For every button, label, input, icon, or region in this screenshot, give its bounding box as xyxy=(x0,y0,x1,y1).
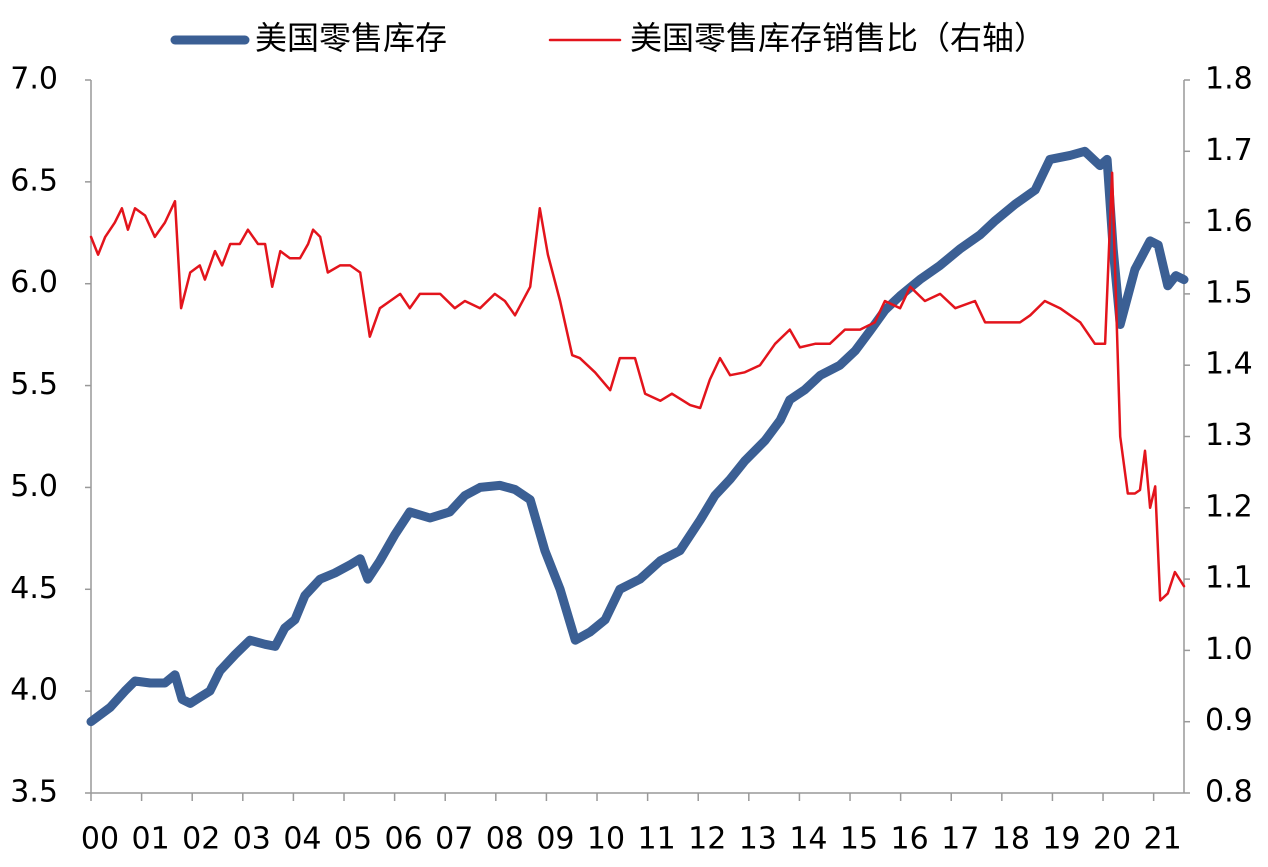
x-tick-label: 21 xyxy=(1144,822,1182,857)
y2-tick-label: 1.1 xyxy=(1205,561,1253,596)
y2-tick-label: 1.7 xyxy=(1205,133,1253,168)
y2-tick-label: 1.4 xyxy=(1205,347,1253,382)
x-tick-label: 18 xyxy=(992,822,1030,857)
y2-tick-label: 1.3 xyxy=(1205,418,1253,453)
y2-tick-label: 1.0 xyxy=(1205,632,1253,667)
x-tick-label: 08 xyxy=(486,822,524,857)
y2-tick-label: 0.8 xyxy=(1205,775,1253,810)
x-tick-label: 06 xyxy=(385,822,423,857)
series-line xyxy=(89,171,1186,602)
x-tick-label: 11 xyxy=(638,822,676,857)
y-tick-label: 3.5 xyxy=(10,775,58,810)
x-tick-label: 05 xyxy=(334,822,372,857)
legend-label: 美国零售库存销售比（右轴） xyxy=(630,19,1046,57)
x-tick-label: 14 xyxy=(789,822,827,857)
x-tick-label: 19 xyxy=(1042,822,1080,857)
x-tick-label: 20 xyxy=(1093,822,1131,857)
x-tick-label: 15 xyxy=(840,822,878,857)
y-tick-label: 5.5 xyxy=(10,367,58,402)
x-tick-label: 09 xyxy=(536,822,574,857)
legend-label: 美国零售库存 xyxy=(255,19,447,57)
x-tick-label: 03 xyxy=(233,822,271,857)
y-tick-label: 6.5 xyxy=(10,163,58,198)
y-tick-label: 6.0 xyxy=(10,265,58,300)
x-tick-label: 04 xyxy=(283,822,321,857)
y2-tick-label: 1.5 xyxy=(1205,275,1253,310)
x-tick-label: 13 xyxy=(739,822,777,857)
x-tick-label: 10 xyxy=(587,822,625,857)
y-tick-label: 4.5 xyxy=(10,571,58,606)
x-tick-label: 12 xyxy=(688,822,726,857)
x-tick-label: 07 xyxy=(435,822,473,857)
x-tick-label: 01 xyxy=(132,822,170,857)
x-tick-label: 16 xyxy=(891,822,929,857)
x-tick-label: 00 xyxy=(81,822,119,857)
series-line xyxy=(86,146,1189,727)
y-tick-label: 4.0 xyxy=(10,673,58,708)
y-tick-label: 5.0 xyxy=(10,469,58,504)
y2-tick-label: 1.6 xyxy=(1205,204,1253,239)
y2-tick-label: 0.9 xyxy=(1205,703,1253,738)
y-tick-label: 7.0 xyxy=(10,62,58,97)
x-tick-label: 17 xyxy=(941,822,979,857)
y2-tick-label: 1.2 xyxy=(1205,489,1253,524)
y2-tick-label: 1.8 xyxy=(1205,62,1253,97)
x-tick-label: 02 xyxy=(182,822,220,857)
